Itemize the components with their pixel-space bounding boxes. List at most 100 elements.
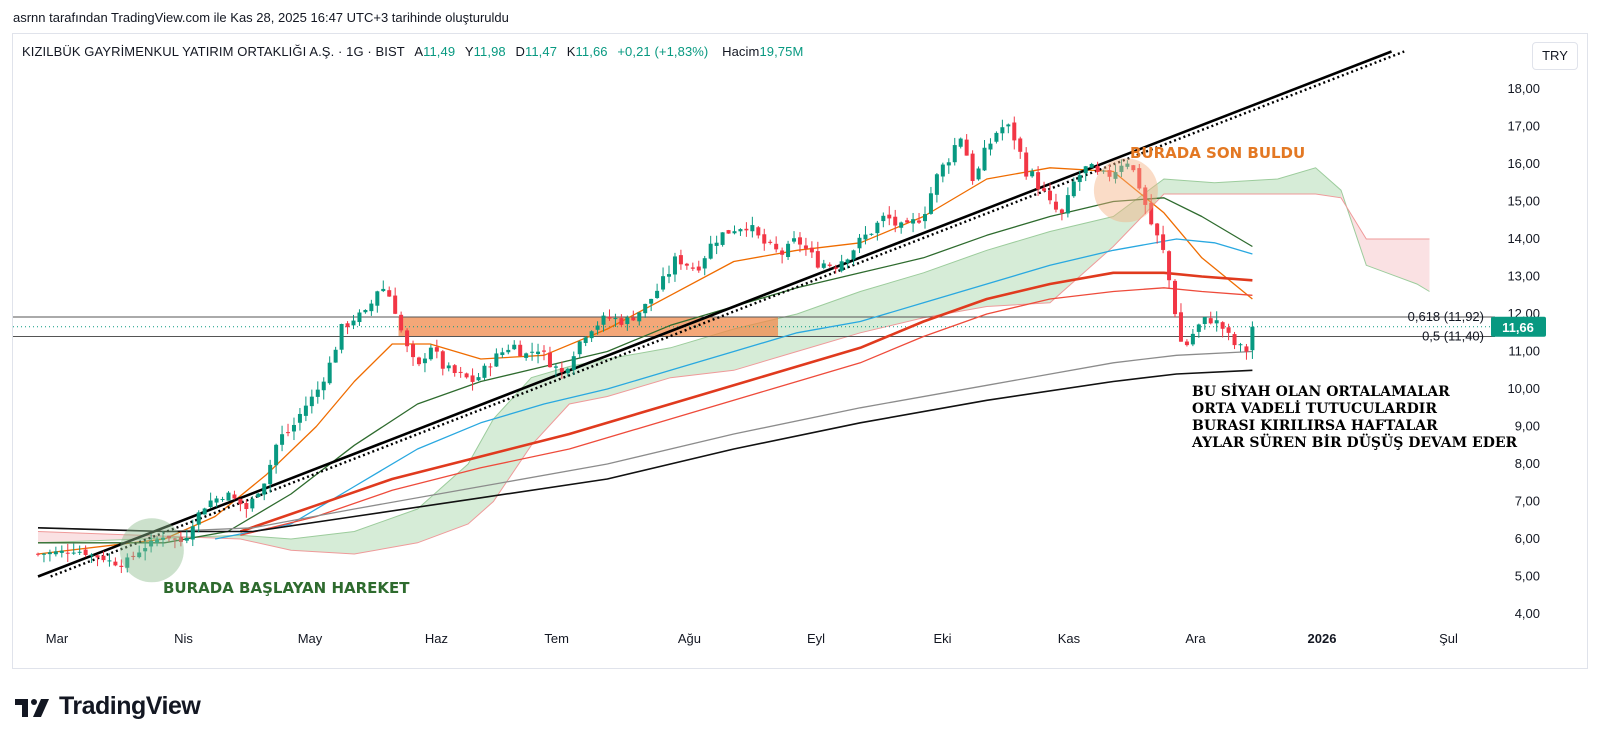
candle-body: [1202, 317, 1207, 324]
candle-body: [190, 526, 195, 540]
candle-body: [756, 227, 761, 236]
candle-body: [1131, 165, 1136, 171]
candle-body: [226, 492, 231, 501]
candle-body: [244, 503, 249, 510]
candle-body: [452, 365, 457, 374]
candle-body: [1173, 280, 1178, 315]
x-tick-label: 2026: [1308, 631, 1337, 646]
candle-body: [518, 344, 523, 357]
symbol-legend[interactable]: KIZILBÜK GAYRİMENKUL YATIRIM ORTAKLIĞI A…: [22, 44, 803, 59]
legend-low-label: D: [515, 44, 525, 59]
candle-body: [672, 256, 677, 275]
y-tick-label: 18,00: [1507, 81, 1540, 96]
candle-body: [1053, 201, 1058, 210]
candle-body: [1000, 127, 1005, 134]
candle-body: [774, 243, 779, 250]
cloud-segment: [1341, 190, 1430, 292]
x-tick-label: Tem: [544, 631, 569, 646]
candle-body: [1036, 172, 1041, 190]
candle-body: [59, 550, 64, 553]
candle-body: [1244, 346, 1249, 352]
x-tick-label: Eki: [933, 631, 951, 646]
y-tick-label: 8,00: [1515, 456, 1540, 471]
candle-body: [786, 243, 791, 258]
candle-body: [964, 139, 969, 156]
candle-body: [720, 232, 725, 245]
candle-body: [256, 493, 261, 498]
currency-button[interactable]: TRY: [1532, 42, 1578, 70]
candle-body: [83, 549, 88, 555]
candle-body: [762, 234, 767, 244]
candle-body: [327, 362, 332, 384]
legend-symbol: KIZILBÜK GAYRİMENKUL YATIRIM ORTAKLIĞI A…: [22, 44, 405, 59]
candle-body: [476, 377, 481, 381]
candle-body: [166, 535, 171, 539]
candle-body: [905, 220, 910, 223]
candle-body: [65, 552, 70, 554]
candle-body: [184, 537, 189, 541]
annotation-note-line-2: BURASI KIRILIRSA HAFTALAR: [1192, 418, 1438, 434]
candle-body: [958, 138, 963, 147]
fib-label-0: 0,618 (11,92): [1408, 309, 1484, 324]
candle-body: [857, 237, 862, 249]
y-tick-label: 14,00: [1507, 231, 1540, 246]
candle-body: [827, 264, 832, 266]
highlight-circle-start: [119, 518, 184, 583]
candle-body: [345, 323, 350, 328]
y-tick-label: 16,00: [1507, 156, 1540, 171]
legend-volume: 19,75M: [759, 44, 804, 59]
candle-body: [917, 220, 922, 223]
candle-body: [41, 553, 46, 555]
candle-body: [994, 132, 999, 142]
candle-body: [119, 565, 124, 567]
candle-body: [952, 145, 957, 163]
x-tick-label: Ara: [1185, 631, 1206, 646]
candle-body: [667, 274, 672, 277]
candle-body: [1095, 166, 1100, 173]
x-tick-label: Şul: [1439, 631, 1458, 646]
candle-body: [1083, 166, 1088, 174]
candle-body: [1167, 251, 1172, 281]
legend-high: 11,98: [473, 44, 506, 59]
candle-body: [315, 389, 320, 397]
candle-body: [797, 237, 802, 245]
candle-body: [577, 341, 582, 355]
brand-logo[interactable]: TradingView: [15, 692, 201, 721]
candle-body: [690, 267, 695, 269]
candle-body: [530, 351, 535, 353]
candle-body: [321, 381, 326, 391]
fib-levels: 0,618 (11,92) 0,5 (11,40): [13, 309, 1495, 344]
candle-body: [928, 193, 933, 214]
candle-body: [369, 303, 374, 312]
candle-body: [137, 552, 142, 558]
candle-body: [934, 174, 939, 195]
candle-body: [1178, 312, 1183, 342]
candle-body: [613, 318, 618, 320]
candle-body: [428, 347, 433, 360]
candle-body: [708, 243, 713, 259]
candle-body: [815, 251, 820, 268]
y-tick-label: 11,00: [1508, 344, 1540, 359]
candle-body: [274, 444, 279, 466]
price-badge: [1491, 316, 1546, 337]
candle-body: [309, 396, 314, 407]
candle-body: [946, 162, 951, 166]
candle-body: [1107, 170, 1112, 177]
candle-body: [792, 238, 797, 242]
candle-body: [202, 508, 207, 515]
candle-body: [970, 153, 975, 182]
x-tick-label: Kas: [1058, 631, 1081, 646]
candle-body: [637, 312, 642, 322]
candle-body: [887, 214, 892, 219]
candle-body: [446, 365, 451, 369]
candle-body: [1065, 195, 1070, 214]
y-tick-label: 17,00: [1507, 119, 1540, 134]
candle-body: [303, 405, 308, 416]
tradingview-icon: [15, 698, 49, 717]
candle-body: [922, 214, 927, 222]
y-tick-label: 15,00: [1507, 194, 1540, 209]
x-tick-label: Haz: [425, 631, 448, 646]
candle-body: [95, 555, 100, 558]
x-tick-label: Nis: [174, 631, 193, 646]
